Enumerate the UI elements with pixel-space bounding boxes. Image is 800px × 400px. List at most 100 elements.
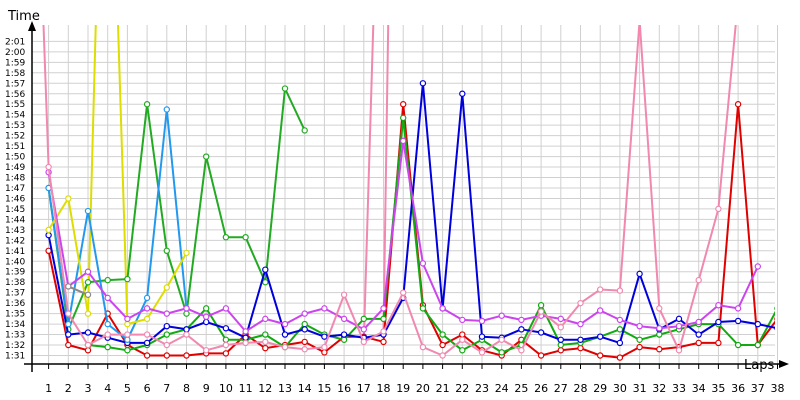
data-point (242, 339, 249, 347)
data-point (281, 331, 289, 338)
data-point (104, 276, 111, 284)
data-point (262, 344, 269, 352)
data-point (222, 341, 230, 349)
x-tick-label: 34 (692, 382, 706, 395)
data-point (774, 316, 775, 321)
data-point (616, 316, 624, 324)
series-extension-line (362, 25, 375, 342)
data-point (281, 343, 289, 351)
y-tick-label: 1:35 (5, 310, 25, 320)
data-point (695, 339, 702, 347)
data-point (84, 207, 92, 215)
data-point (518, 326, 525, 333)
x-tick-label: 7 (163, 382, 170, 395)
x-tick-label: 24 (495, 382, 509, 395)
data-point (183, 305, 190, 312)
data-point (143, 352, 151, 359)
series-extension-line (117, 25, 129, 325)
data-point (84, 310, 92, 317)
data-point (380, 315, 387, 323)
data-point (419, 305, 427, 312)
data-point (439, 305, 446, 312)
data-point (183, 331, 190, 338)
x-tick-label: 4 (104, 382, 111, 395)
data-point (419, 260, 427, 267)
data-point (597, 352, 604, 359)
data-point (557, 347, 565, 354)
data-point (84, 291, 92, 298)
data-point (518, 316, 525, 324)
tick-labels: 1:311:321:331:341:351:361:371:381:391:40… (5, 37, 785, 395)
series (65, 283, 92, 298)
data-point (419, 343, 427, 351)
data-point (262, 279, 269, 286)
x-tick-label: 10 (219, 382, 233, 395)
x-tick-label: 6 (144, 382, 151, 395)
series-line (47, 87, 306, 331)
x-tick-label: 11 (239, 382, 253, 395)
data-point (695, 331, 702, 338)
data-point (301, 338, 308, 346)
data-point (163, 310, 170, 317)
series-extension-line (382, 25, 390, 332)
data-point (202, 153, 210, 160)
data-point (478, 349, 486, 356)
x-tick-label: 22 (455, 382, 469, 395)
x-tick-label: 16 (337, 382, 351, 395)
data-point (183, 326, 190, 333)
y-tick-label: 1:55 (5, 100, 25, 110)
x-axis-title: Laps (744, 358, 774, 373)
data-point (202, 305, 210, 312)
y-tick-label: 1:31 (5, 352, 25, 362)
data-point (143, 294, 151, 302)
data-point (734, 341, 742, 349)
series-extension-line (42, 25, 50, 168)
data-point (478, 317, 486, 325)
data-point (301, 320, 308, 328)
x-tick-label: 32 (652, 382, 666, 395)
series-group (42, 25, 775, 361)
y-tick-label: 1:41 (5, 247, 25, 257)
y-tick-label: 1:40 (5, 257, 25, 267)
series-line (127, 252, 188, 326)
data-point (163, 247, 170, 254)
y-tick-label: 2:00 (5, 48, 25, 58)
data-point (400, 289, 407, 296)
data-point (262, 315, 269, 323)
data-point (202, 313, 210, 320)
x-tick-label: 27 (554, 382, 568, 395)
data-point (656, 305, 663, 312)
x-axis-arrow (779, 360, 789, 368)
x-tick-label: 25 (514, 382, 528, 395)
data-point (577, 299, 584, 307)
x-tick-label: 33 (672, 382, 686, 395)
data-point (597, 333, 604, 340)
data-point (65, 320, 72, 328)
data-point (537, 302, 545, 309)
data-point (163, 106, 170, 113)
data-point (360, 326, 367, 333)
data-point (143, 305, 151, 312)
data-point (537, 308, 545, 315)
series (45, 85, 308, 333)
x-tick-label: 21 (436, 382, 450, 395)
x-tick-label: 17 (357, 382, 371, 395)
data-point (734, 317, 742, 325)
data-point (262, 266, 269, 273)
data-point (104, 294, 111, 302)
x-tick-label: 5 (124, 382, 131, 395)
data-point (222, 233, 230, 241)
series-line (47, 108, 188, 341)
x-tick-label: 38 (771, 382, 785, 395)
y-tick-label: 1:45 (5, 205, 25, 215)
y-tick-label: 1:44 (5, 215, 25, 225)
x-tick-label: 9 (203, 382, 210, 395)
data-point (84, 341, 92, 349)
data-point (754, 263, 762, 270)
data-point (695, 318, 702, 326)
data-point (163, 331, 170, 338)
data-point (597, 307, 604, 314)
data-point (498, 349, 505, 356)
x-tick-label: 26 (534, 382, 548, 395)
